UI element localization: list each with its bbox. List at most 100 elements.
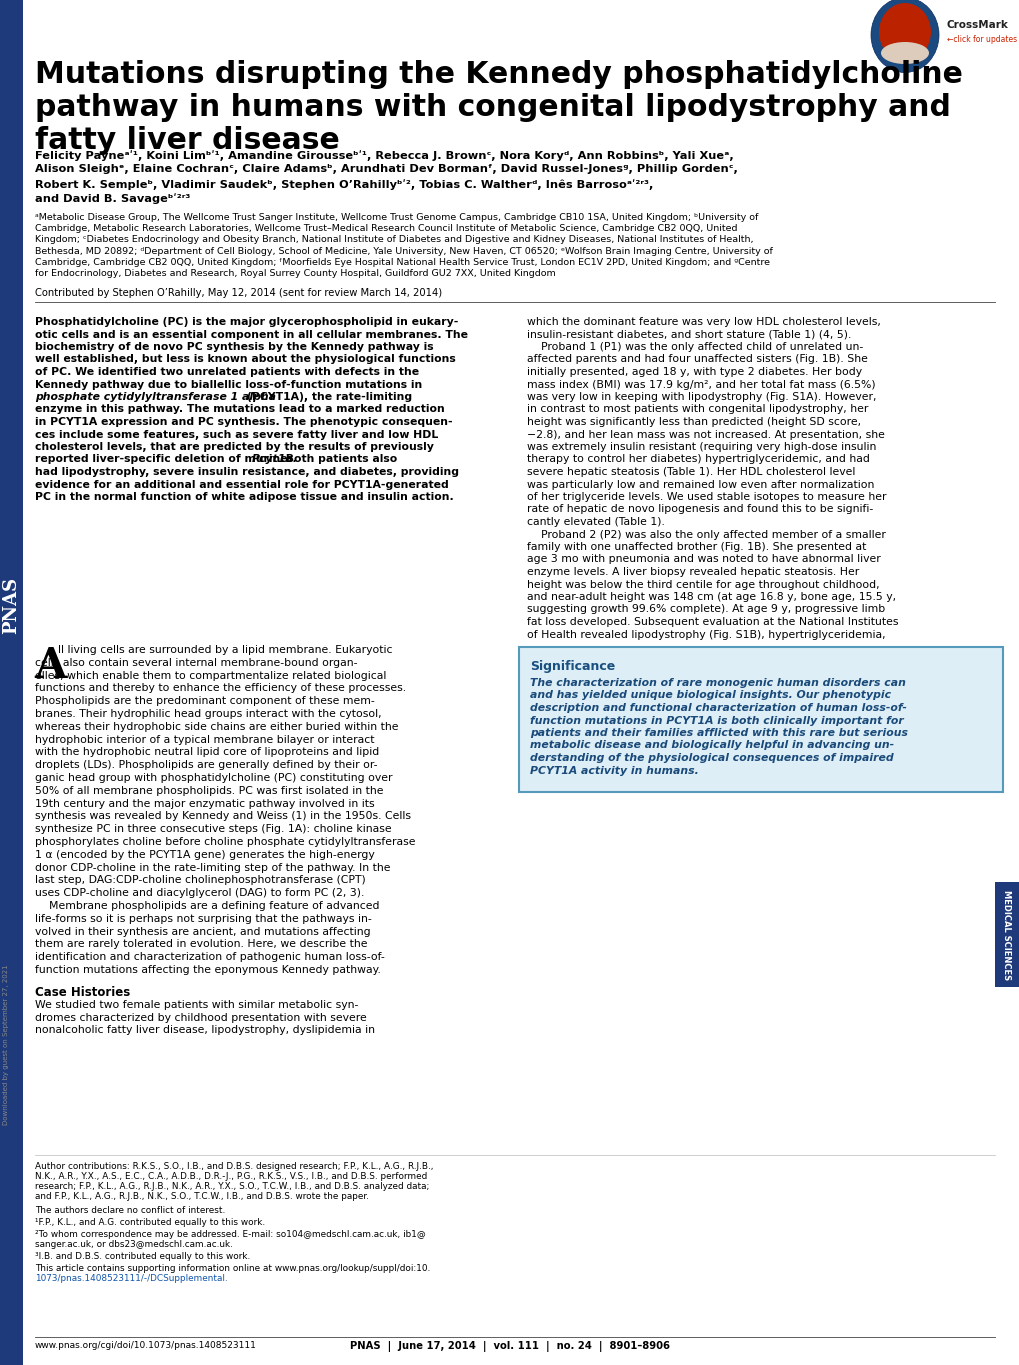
Text: Alison Sleighᵉ, Elaine Cochranᶜ, Claire Adamsᵇ, Arundhati Dev Bormanᶠ, David Rus: Alison Sleighᵉ, Elaine Cochranᶜ, Claire … xyxy=(35,165,737,175)
Text: last step, DAG:CDP-choline cholinephosphotransferase (CPT): last step, DAG:CDP-choline cholinephosph… xyxy=(35,875,366,886)
Text: 19th century and the major enzymatic pathway involved in its: 19th century and the major enzymatic pat… xyxy=(35,799,374,808)
Text: Robert K. Sempleᵇ, Vladimir Saudekᵇ, Stephen O’Rahillyᵇʹ², Tobias C. Waltherᵈ, I: Robert K. Sempleᵇ, Vladimir Saudekᵇ, Ste… xyxy=(35,179,653,190)
Text: phosphorylates choline before choline phosphate cytidylyltransferase: phosphorylates choline before choline ph… xyxy=(35,837,415,848)
Text: cantly elevated (Table 1).: cantly elevated (Table 1). xyxy=(527,517,664,527)
Text: patients and their families afflicted with this rare but serious: patients and their families afflicted wi… xyxy=(530,728,907,738)
Text: and has yielded unique biological insights. Our phenotypic: and has yielded unique biological insigh… xyxy=(530,691,891,700)
Text: insulin-resistant diabetes, and short stature (Table 1) (4, 5).: insulin-resistant diabetes, and short st… xyxy=(527,329,851,340)
Text: elles, which enable them to compartmentalize related biological: elles, which enable them to compartmenta… xyxy=(35,670,386,681)
Text: cells also contain several internal membrane-bound organ-: cells also contain several internal memb… xyxy=(35,658,357,667)
Text: cholesterol levels, that are predicted by the results of previously: cholesterol levels, that are predicted b… xyxy=(35,442,433,452)
Text: reported liver-specific deletion of murine: reported liver-specific deletion of muri… xyxy=(35,455,291,464)
Text: MEDICAL SCIENCES: MEDICAL SCIENCES xyxy=(1002,890,1011,980)
Text: family with one unaffected brother (Fig. 1B). She presented at: family with one unaffected brother (Fig.… xyxy=(527,542,865,551)
Text: in contrast to most patients with congenital lipodystrophy, her: in contrast to most patients with congen… xyxy=(527,404,867,415)
Text: of Health revealed lipodystrophy (Fig. S1B), hypertriglyceridemia,: of Health revealed lipodystrophy (Fig. S… xyxy=(527,629,884,639)
Text: We studied two female patients with similar metabolic syn-: We studied two female patients with simi… xyxy=(35,999,358,1010)
Text: ←click for updates: ←click for updates xyxy=(946,35,1016,45)
Text: fatty liver disease: fatty liver disease xyxy=(35,126,339,156)
Text: Significance: Significance xyxy=(530,661,614,673)
Text: suggesting growth 99.6% complete). At age 9 y, progressive limb: suggesting growth 99.6% complete). At ag… xyxy=(527,605,884,614)
Text: Proband 2 (P2) was also the only affected member of a smaller: Proband 2 (P2) was also the only affecte… xyxy=(527,530,886,539)
Text: pathway in humans with congenital lipodystrophy and: pathway in humans with congenital lipody… xyxy=(35,93,950,121)
Text: droplets (LDs). Phospholipids are generally defined by their or-: droplets (LDs). Phospholipids are genera… xyxy=(35,760,377,770)
Text: donor CDP-choline in the rate-limiting step of the pathway. In the: donor CDP-choline in the rate-limiting s… xyxy=(35,863,390,872)
Text: PNAS  |  June 17, 2014  |  vol. 111  |  no. 24  |  8901–8906: PNAS | June 17, 2014 | vol. 111 | no. 24… xyxy=(350,1340,669,1351)
Text: in PCYT1A expression and PC synthesis. The phenotypic consequen-: in PCYT1A expression and PC synthesis. T… xyxy=(35,416,452,427)
Text: enzyme levels. A liver biopsy revealed hepatic steatosis. Her: enzyme levels. A liver biopsy revealed h… xyxy=(527,566,858,577)
Text: synthesis was revealed by Kennedy and Weiss (1) in the 1950s. Cells: synthesis was revealed by Kennedy and We… xyxy=(35,811,411,822)
Text: N.K., A.R., Y.X., A.S., E.C., C.A., A.D.B., D.R.-J., P.G., R.K.S., V.S., I.B., a: N.K., A.R., Y.X., A.S., E.C., C.A., A.D.… xyxy=(35,1173,427,1181)
Text: affected parents and had four unaffected sisters (Fig. 1B). She: affected parents and had four unaffected… xyxy=(527,355,867,364)
Text: sanger.ac.uk, or dbs23@medschl.cam.ac.uk.: sanger.ac.uk, or dbs23@medschl.cam.ac.uk… xyxy=(35,1239,232,1249)
Text: was very low in keeping with lipodystrophy (Fig. S1A). However,: was very low in keeping with lipodystrop… xyxy=(527,392,875,403)
Text: Cambridge, Cambridge CB2 0QQ, United Kingdom; ᶠMoorfields Eye Hospital National : Cambridge, Cambridge CB2 0QQ, United Kin… xyxy=(35,258,769,266)
Text: of her triglyceride levels. We used stable isotopes to measure her: of her triglyceride levels. We used stab… xyxy=(527,491,886,502)
Text: phosphate cytidylyltransferase 1 alpha: phosphate cytidylyltransferase 1 alpha xyxy=(35,392,279,403)
Text: CrossMark: CrossMark xyxy=(946,20,1008,30)
Text: height was significantly less than predicted (height SD score,: height was significantly less than predi… xyxy=(527,416,860,427)
Text: (PCYT1A), the rate-limiting: (PCYT1A), the rate-limiting xyxy=(247,392,412,403)
Ellipse shape xyxy=(870,0,938,72)
Text: ces include some features, such as severe fatty liver and low HDL: ces include some features, such as sever… xyxy=(35,430,438,440)
Text: Downloaded by guest on September 27, 2021: Downloaded by guest on September 27, 202… xyxy=(3,965,9,1125)
Text: derstanding of the physiological consequences of impaired: derstanding of the physiological consequ… xyxy=(530,753,893,763)
Text: rate of hepatic de novo lipogenesis and found this to be signifi-: rate of hepatic de novo lipogenesis and … xyxy=(527,505,872,515)
Text: dromes characterized by childhood presentation with severe: dromes characterized by childhood presen… xyxy=(35,1013,367,1022)
Text: biochemistry of de novo PC synthesis by the Kennedy pathway is: biochemistry of de novo PC synthesis by … xyxy=(35,343,433,352)
Text: mass index (BMI) was 17.9 kg/m², and her total fat mass (6.5%): mass index (BMI) was 17.9 kg/m², and her… xyxy=(527,379,874,389)
Bar xyxy=(994,882,1019,987)
Bar xyxy=(0,0,23,1365)
Text: ll living cells are surrounded by a lipid membrane. Eukaryotic: ll living cells are surrounded by a lipi… xyxy=(58,646,392,655)
Text: which the dominant feature was very low HDL cholesterol levels,: which the dominant feature was very low … xyxy=(527,317,880,328)
Text: whereas their hydrophobic side chains are either buried within the: whereas their hydrophobic side chains ar… xyxy=(35,722,398,732)
Text: ³I.B. and D.B.S. contributed equally to this work.: ³I.B. and D.B.S. contributed equally to … xyxy=(35,1252,250,1261)
Text: Mutations disrupting the Kennedy phosphatidylcholine: Mutations disrupting the Kennedy phospha… xyxy=(35,60,962,89)
Text: description and functional characterization of human loss-of-: description and functional characterizat… xyxy=(530,703,906,713)
Text: www.pnas.org/cgi/doi/10.1073/pnas.1408523111: www.pnas.org/cgi/doi/10.1073/pnas.140852… xyxy=(35,1340,257,1350)
Text: of PC. We identified two unrelated patients with defects in the: of PC. We identified two unrelated patie… xyxy=(35,367,419,377)
Text: Both patients also: Both patients also xyxy=(281,455,396,464)
Text: PC in the normal function of white adipose tissue and insulin action.: PC in the normal function of white adipo… xyxy=(35,491,453,502)
Text: −2.8), and her lean mass was not increased. At presentation, she: −2.8), and her lean mass was not increas… xyxy=(527,430,884,440)
Text: life-forms so it is perhaps not surprising that the pathways in-: life-forms so it is perhaps not surprisi… xyxy=(35,913,371,924)
Text: age 3 mo with pneumonia and was noted to have abnormal liver: age 3 mo with pneumonia and was noted to… xyxy=(527,554,879,565)
Text: was particularly low and remained low even after normalization: was particularly low and remained low ev… xyxy=(527,479,873,490)
Text: with the hydrophobic neutral lipid core of lipoproteins and lipid: with the hydrophobic neutral lipid core … xyxy=(35,748,379,758)
Text: Phosphatidylcholine (PC) is the major glycerophospholipid in eukary-: Phosphatidylcholine (PC) is the major gl… xyxy=(35,317,458,328)
Text: Proband 1 (P1) was the only affected child of unrelated un-: Proband 1 (P1) was the only affected chi… xyxy=(527,343,862,352)
Text: function mutations in PCYT1A is both clinically important for: function mutations in PCYT1A is both cli… xyxy=(530,715,903,726)
Text: Kingdom; ᶜDiabetes Endocrinology and Obesity Branch, National Institute of Diabe: Kingdom; ᶜDiabetes Endocrinology and Obe… xyxy=(35,235,753,244)
Text: therapy to control her diabetes) hypertriglyceridemic, and had: therapy to control her diabetes) hypertr… xyxy=(527,455,869,464)
Text: nonalcoholic fatty liver disease, lipodystrophy, dyslipidemia in: nonalcoholic fatty liver disease, lipody… xyxy=(35,1025,375,1036)
Text: Contributed by Stephen O’Rahilly, May 12, 2014 (sent for review March 14, 2014): Contributed by Stephen O’Rahilly, May 12… xyxy=(35,288,441,298)
Text: and F.P., K.L., A.G., R.J.B., N.K., S.O., T.C.W., I.B., and D.B.S. wrote the pap: and F.P., K.L., A.G., R.J.B., N.K., S.O.… xyxy=(35,1192,369,1201)
Text: 50% of all membrane phospholipids. PC was first isolated in the: 50% of all membrane phospholipids. PC wa… xyxy=(35,786,383,796)
Text: Cambridge, Metabolic Research Laboratories, Wellcome Trust–Medical Research Coun: Cambridge, Metabolic Research Laboratori… xyxy=(35,224,737,233)
Text: hydrophobic interior of a typical membrane bilayer or interact: hydrophobic interior of a typical membra… xyxy=(35,734,374,744)
Text: severe hepatic steatosis (Table 1). Her HDL cholesterol level: severe hepatic steatosis (Table 1). Her … xyxy=(527,467,855,476)
Text: PCYT1A activity in humans.: PCYT1A activity in humans. xyxy=(530,766,698,775)
Text: them are rarely tolerated in evolution. Here, we describe the: them are rarely tolerated in evolution. … xyxy=(35,939,367,950)
Text: metabolic disease and biologically helpful in advancing un-: metabolic disease and biologically helpf… xyxy=(530,740,894,751)
Text: identification and characterization of pathogenic human loss-of-: identification and characterization of p… xyxy=(35,953,384,962)
Text: well established, but less is known about the physiological functions: well established, but less is known abou… xyxy=(35,355,455,364)
Text: Case Histories: Case Histories xyxy=(35,986,130,999)
Ellipse shape xyxy=(878,3,930,61)
Text: Phospholipids are the predominant component of these mem-: Phospholipids are the predominant compon… xyxy=(35,696,374,706)
Text: and near-adult height was 148 cm (at age 16.8 y, bone age, 15.5 y,: and near-adult height was 148 cm (at age… xyxy=(527,592,896,602)
Text: ᵃMetabolic Disease Group, The Wellcome Trust Sanger Institute, Wellcome Trust Ge: ᵃMetabolic Disease Group, The Wellcome T… xyxy=(35,213,758,222)
Text: PNAS: PNAS xyxy=(2,576,20,633)
Text: Bethesda, MD 20892; ᵈDepartment of Cell Biology, School of Medicine, Yale Univer: Bethesda, MD 20892; ᵈDepartment of Cell … xyxy=(35,247,772,255)
FancyBboxPatch shape xyxy=(519,647,1002,792)
Ellipse shape xyxy=(880,42,928,64)
Text: The characterization of rare monogenic human disorders can: The characterization of rare monogenic h… xyxy=(530,678,905,688)
Text: Author contributions: R.K.S., S.O., I.B., and D.B.S. designed research; F.P., K.: Author contributions: R.K.S., S.O., I.B.… xyxy=(35,1162,433,1171)
Text: Kennedy pathway due to biallellic loss-of-function mutations in: Kennedy pathway due to biallellic loss-o… xyxy=(35,379,422,389)
Text: volved in their synthesis are ancient, and mutations affecting: volved in their synthesis are ancient, a… xyxy=(35,927,370,936)
Text: synthesize PC in three consecutive steps (Fig. 1A): choline kinase: synthesize PC in three consecutive steps… xyxy=(35,824,391,834)
Text: Felicity Payneᵃʹ¹, Koini Limᵇʹ¹, Amandine Girousseᵇʹ¹, Rebecca J. Brownᶜ, Nora K: Felicity Payneᵃʹ¹, Koini Limᵇʹ¹, Amandin… xyxy=(35,150,733,161)
Text: 1073/pnas.1408523111/-/DCSupplemental.: 1073/pnas.1408523111/-/DCSupplemental. xyxy=(35,1274,227,1283)
Text: branes. Their hydrophilic head groups interact with the cytosol,: branes. Their hydrophilic head groups in… xyxy=(35,708,381,719)
Text: evidence for an additional and essential role for PCYT1A-generated: evidence for an additional and essential… xyxy=(35,479,448,490)
